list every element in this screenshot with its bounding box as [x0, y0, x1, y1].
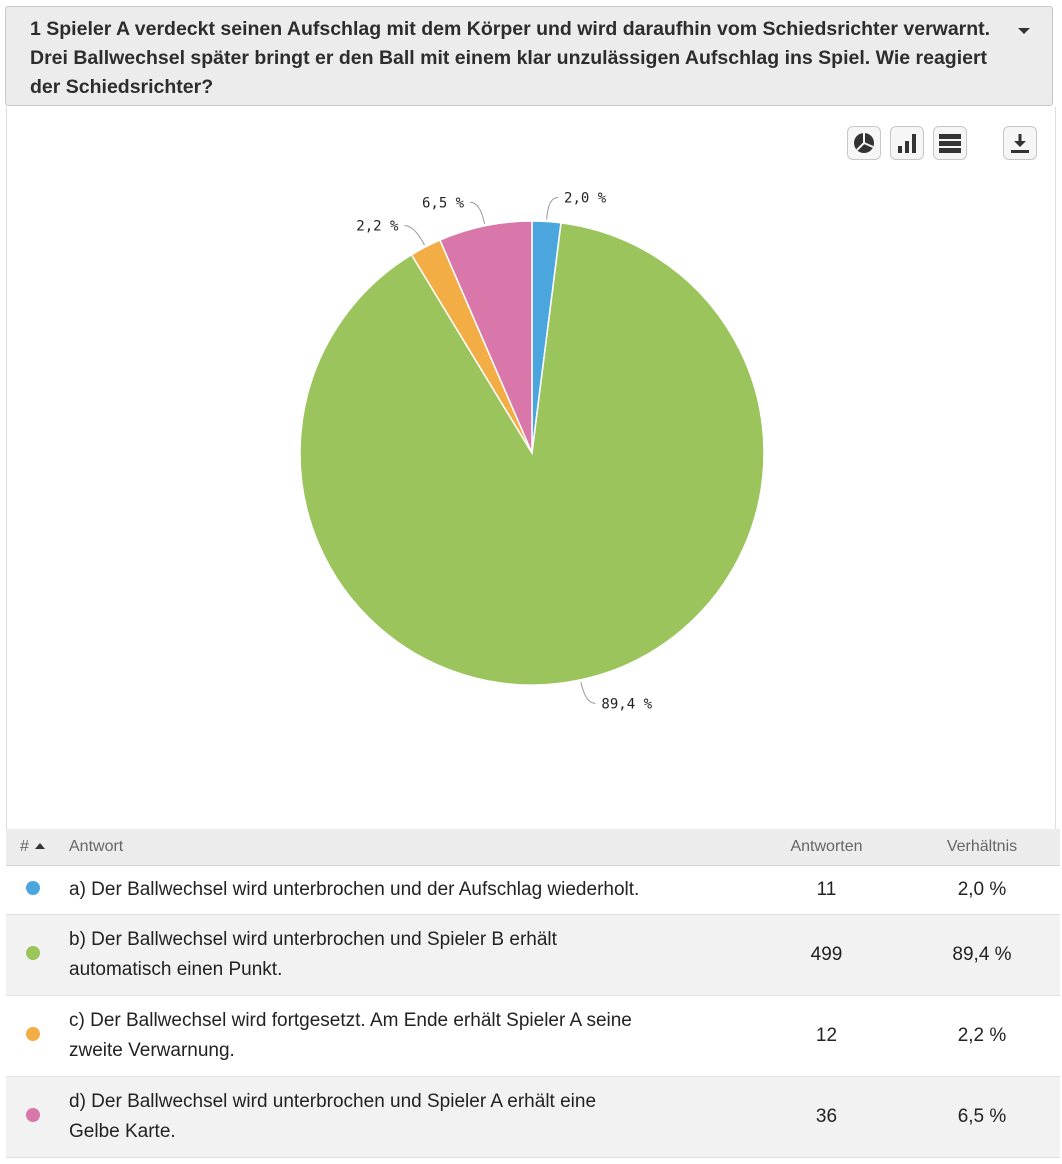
table-view-button[interactable] [933, 126, 967, 160]
table-view-icon [939, 134, 961, 153]
pie-label-b: 89,4 % [601, 696, 652, 712]
caret-down-icon[interactable] [1018, 28, 1030, 34]
ratio-column-header[interactable]: Verhältnis [904, 829, 1060, 866]
table-row: c) Der Ballwechsel wird fortgesetzt. Am … [6, 995, 1060, 1077]
answer-text: a) Der Ballwechsel wird unterbrochen und… [69, 879, 640, 900]
ratio-value: 2,2 % [904, 995, 1060, 1077]
chart-panel: 2,0 % 89,4 % 2,2 % 6,5 % [6, 107, 1056, 829]
table-row: a) Der Ballwechsel wird unterbrochen und… [6, 865, 1060, 915]
label-connector-b [580, 681, 596, 704]
responses-count: 499 [749, 914, 904, 996]
download-icon [1011, 134, 1029, 153]
pie-label-c: 2,2 % [356, 219, 399, 235]
answer-text: b) Der Ballwechsel wird unterbrochen und… [69, 929, 557, 950]
responses-column-header[interactable]: Antworten [749, 829, 904, 866]
legend-dot-b [26, 946, 40, 960]
label-connector-a [546, 197, 559, 220]
download-button[interactable] [1003, 126, 1037, 160]
legend-dot-a [26, 881, 40, 895]
bar-chart-icon [898, 134, 916, 153]
question-title: 1 Spieler A verdeckt seinen Aufschlag mi… [30, 18, 991, 98]
pie-slice-d[interactable] [438, 220, 533, 454]
number-column-header[interactable]: # [6, 829, 61, 866]
responses-count: 11 [749, 865, 904, 915]
bar-chart-button[interactable] [890, 126, 924, 160]
results-table: # Antwort Antworten Verhältnis a) Der Ba… [6, 829, 1060, 1158]
pie-slice-b[interactable] [299, 221, 765, 686]
pie-label-d: 6,5 % [422, 195, 465, 211]
ratio-value: 2,0 % [904, 865, 1060, 915]
legend-dot-c [26, 1027, 40, 1041]
answer-text-continued: Gelbe Karte. [69, 1121, 176, 1142]
pie-chart: 2,0 % 89,4 % 2,2 % 6,5 % [299, 191, 765, 712]
pie-chart-icon [854, 133, 874, 153]
responses-count: 12 [749, 995, 904, 1077]
ratio-value: 89,4 % [904, 914, 1060, 996]
label-connector-c [404, 225, 426, 246]
table-row: b) Der Ballwechsel wird unterbrochen und… [6, 914, 1060, 996]
responses-count: 36 [749, 1076, 904, 1158]
answer-text: d) Der Ballwechsel wird unterbrochen und… [69, 1091, 597, 1112]
label-connector-d [470, 201, 486, 224]
sort-ascending-icon [34, 843, 45, 849]
ratio-value: 6,5 % [904, 1076, 1060, 1158]
pie-label-a: 2,0 % [564, 191, 607, 207]
answer-column-header[interactable]: Antwort [61, 829, 749, 866]
table-header-row: # Antwort Antworten Verhältnis [6, 829, 1060, 866]
pie-chart-button[interactable] [847, 126, 881, 160]
question-header[interactable]: 1 Spieler A verdeckt seinen Aufschlag mi… [5, 6, 1053, 106]
answer-text: c) Der Ballwechsel wird fortgesetzt. Am … [69, 1010, 632, 1031]
legend-dot-d [26, 1108, 40, 1122]
answer-text-continued: zweite Verwarnung. [69, 1040, 235, 1061]
table-row: d) Der Ballwechsel wird unterbrochen und… [6, 1076, 1060, 1158]
answer-text-continued: automatisch einen Punkt. [69, 959, 283, 980]
